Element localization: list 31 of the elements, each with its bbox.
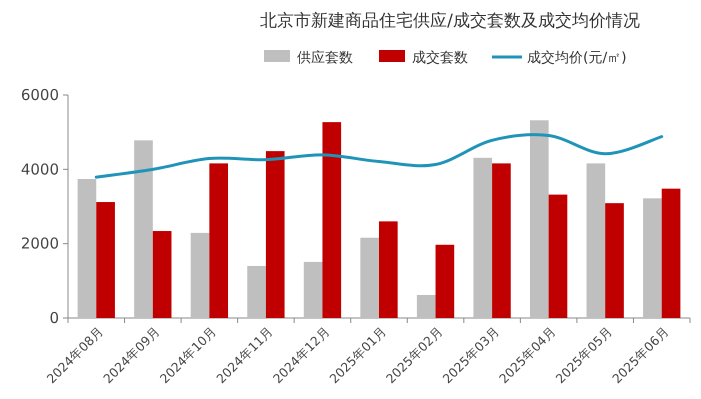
chart-title: 北京市新建商品住宅供应/成交套数及成交均价情况	[260, 11, 640, 31]
bar	[134, 140, 153, 318]
legend-label: 成交均价(元/㎡)	[527, 50, 627, 66]
bar	[152, 231, 172, 318]
bar	[78, 178, 96, 318]
bar	[266, 151, 285, 318]
bar	[247, 266, 266, 318]
bar	[662, 188, 680, 318]
bar	[322, 122, 342, 318]
bar	[436, 244, 454, 318]
bar	[473, 158, 492, 318]
bar	[96, 202, 115, 318]
bar	[360, 238, 379, 318]
legend-label: 成交套数	[412, 50, 468, 66]
bar	[209, 163, 228, 318]
bar	[190, 232, 210, 318]
bar	[643, 198, 662, 318]
y-tick-label: 0	[49, 309, 59, 327]
bar	[304, 262, 322, 318]
bar	[605, 203, 624, 318]
y-tick-label: 6000	[20, 86, 59, 104]
legend-label: 供应套数	[297, 50, 353, 66]
bar	[586, 163, 606, 318]
bar	[530, 120, 549, 318]
bar	[548, 194, 568, 318]
y-tick-label: 4000	[20, 160, 59, 178]
bar	[416, 294, 436, 318]
y-tick-label: 2000	[20, 234, 59, 253]
bar	[379, 221, 398, 318]
bar	[492, 163, 511, 318]
line-series	[94, 133, 664, 179]
